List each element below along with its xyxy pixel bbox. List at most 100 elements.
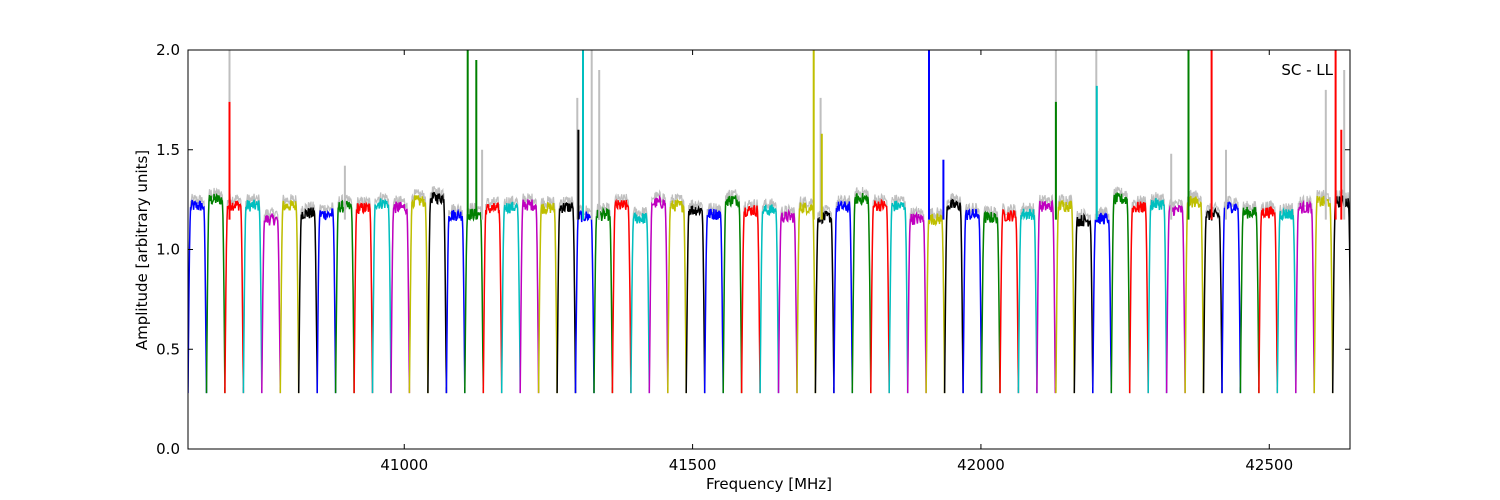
channel-line xyxy=(1092,211,1113,394)
raw-channel-line xyxy=(279,194,300,388)
raw-channel-line xyxy=(999,203,1019,388)
raw-channel-line xyxy=(445,203,466,388)
channel-line xyxy=(648,194,669,394)
channel-line xyxy=(1313,195,1334,394)
raw-channel-line xyxy=(1221,195,1241,388)
raw-channel-line xyxy=(1295,194,1315,388)
channel-line xyxy=(943,198,964,394)
y-tick-label: 1.0 xyxy=(156,241,180,259)
x-tick-label: 41500 xyxy=(669,456,717,474)
x-axis-label: Frequency [MHz] xyxy=(706,475,832,493)
channel-line xyxy=(1276,207,1297,394)
channel-line xyxy=(1258,206,1279,394)
channel-line xyxy=(1165,203,1186,394)
channel-line xyxy=(224,199,245,394)
channel-line xyxy=(261,213,282,394)
channel-line xyxy=(1239,206,1260,394)
raw-channel-line xyxy=(1258,200,1278,388)
raw-channel-line xyxy=(962,202,983,388)
raw-channel-line xyxy=(353,195,374,388)
raw-channel-line xyxy=(888,194,909,388)
channel-line xyxy=(1017,208,1038,394)
raw-channel-line xyxy=(759,198,780,388)
channel-line xyxy=(500,201,521,394)
x-tick-label: 42500 xyxy=(1245,456,1293,474)
raw-channel-line xyxy=(593,202,613,388)
raw-channel-line xyxy=(630,206,650,388)
channel-line xyxy=(556,201,577,394)
y-tick-label: 0.0 xyxy=(156,440,180,458)
raw-channel-line xyxy=(1147,192,1168,388)
channel-line xyxy=(1110,192,1131,394)
channel-line xyxy=(1073,212,1094,394)
raw-channel-line xyxy=(796,196,816,388)
raw-channel-line xyxy=(907,205,927,388)
channel-line xyxy=(611,198,632,394)
channel-line xyxy=(703,208,724,394)
raw-channel-line xyxy=(371,192,392,388)
channel-line xyxy=(1202,206,1223,394)
channel-line xyxy=(1331,194,1350,394)
channel-line xyxy=(1036,199,1057,394)
channel-line xyxy=(353,201,374,394)
plot-frame xyxy=(187,49,1351,450)
channel-line xyxy=(962,208,983,394)
channel-line xyxy=(1221,201,1242,394)
channel-line xyxy=(242,199,263,394)
channel-line xyxy=(814,210,835,394)
raw-channel-line xyxy=(1313,189,1334,388)
y-tick-label: 0.5 xyxy=(156,340,180,358)
raw-channel-line xyxy=(205,187,226,388)
channel-line xyxy=(482,202,503,394)
channel-line xyxy=(205,193,226,394)
channel-line xyxy=(925,213,946,394)
channel-line xyxy=(667,198,687,394)
channel-line xyxy=(740,205,761,394)
raw-channel-line xyxy=(667,192,687,388)
raw-channel-line xyxy=(611,193,632,388)
channel-line xyxy=(777,208,798,394)
channel-line xyxy=(1184,195,1205,394)
channel-line xyxy=(888,200,909,394)
channel-line xyxy=(630,212,651,394)
raw-channel-line xyxy=(482,196,503,388)
raw-channel-line xyxy=(390,195,410,388)
channel-line xyxy=(1147,198,1168,394)
channel-line xyxy=(445,208,466,394)
raw-channel-line xyxy=(648,189,669,388)
raw-channel-line xyxy=(870,192,890,388)
raw-channel-line xyxy=(833,194,853,388)
ticks-layer: 41000 41500 42000 42500 0.0 0.5 1.0 1.5 2.0 xyxy=(156,41,1350,474)
y-tick-label: 2.0 xyxy=(156,41,180,59)
x-tick-label: 41000 xyxy=(380,456,428,474)
raw-channel-line xyxy=(1055,193,1075,388)
channel-line xyxy=(796,201,817,394)
channel-line xyxy=(297,207,318,394)
channel-line xyxy=(870,198,890,394)
channel-line xyxy=(1055,199,1076,394)
channel-line xyxy=(537,202,558,394)
channel-line xyxy=(279,200,300,394)
channel-line xyxy=(427,191,448,394)
channel-line xyxy=(316,208,337,394)
raw-channel-line xyxy=(722,189,743,388)
raw-channel-line xyxy=(519,193,540,388)
channel-line xyxy=(1128,201,1149,394)
channel-line xyxy=(390,201,411,394)
channel-line xyxy=(906,211,927,394)
raw-channel-line xyxy=(1110,186,1131,388)
chart-annotation: SC - LL xyxy=(1281,61,1333,79)
y-axis-label: Amplitude [arbitrary units] xyxy=(133,150,151,350)
channel-line xyxy=(519,199,540,394)
raw-channel-line xyxy=(224,193,244,388)
raw-channel-line xyxy=(316,202,337,388)
channel-line xyxy=(371,198,392,394)
raw-channel-line xyxy=(242,193,263,388)
channel-line xyxy=(1295,199,1315,394)
channel-line xyxy=(722,195,743,394)
raw-channel-line xyxy=(261,207,281,388)
x-tick-label: 42000 xyxy=(957,456,1005,474)
channel-line xyxy=(188,199,208,394)
